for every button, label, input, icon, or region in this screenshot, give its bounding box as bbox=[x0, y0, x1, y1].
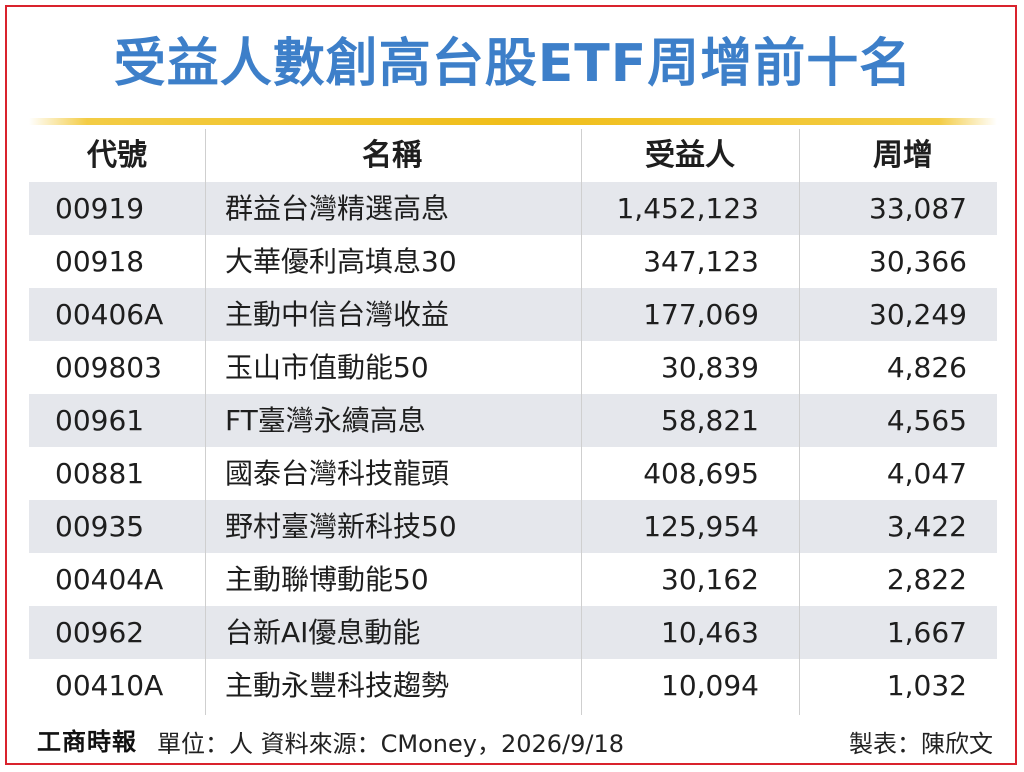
publisher-logo: 工商時報 bbox=[37, 727, 137, 756]
cell-name: FT臺灣永續高息 bbox=[225, 404, 426, 437]
table-body: 00919 群益台灣精選高息 1,452,123 33,087 00918 大華優利高填息… bbox=[29, 182, 997, 712]
cell-name: 主動聯博動能50 bbox=[225, 563, 429, 596]
cell-holders: 125,954 bbox=[643, 510, 759, 543]
cell-code: 00935 bbox=[55, 510, 145, 543]
cell-name: 主動中信台灣收益 bbox=[225, 298, 450, 331]
table-row: 00406A 主動中信台灣收益 177,069 30,249 bbox=[29, 288, 997, 341]
column-divider bbox=[581, 129, 582, 715]
cell-holders: 30,162 bbox=[661, 563, 759, 596]
cell-name: 主動永豐科技趨勢 bbox=[225, 669, 450, 702]
cell-code: 00961 bbox=[55, 404, 145, 437]
cell-holders: 10,463 bbox=[661, 616, 759, 649]
cell-weekly-increase: 1,667 bbox=[886, 616, 967, 649]
cell-name: 大華優利高填息30 bbox=[225, 245, 457, 278]
cell-code: 00881 bbox=[55, 457, 145, 490]
table-row: 00410A 主動永豐科技趨勢 10,094 1,032 bbox=[29, 659, 997, 712]
cell-name: 玉山市值動能50 bbox=[225, 351, 429, 384]
footer: 工商時報 單位：人 資料來源：CMoney，2026/9/18 製表：陳欣文 bbox=[7, 715, 1019, 761]
cell-code: 00919 bbox=[55, 192, 145, 225]
cell-holders: 408,695 bbox=[643, 457, 759, 490]
table-row: 00404A 主動聯博動能50 30,162 2,822 bbox=[29, 553, 997, 606]
cell-weekly-increase: 1,032 bbox=[886, 669, 967, 702]
column-divider bbox=[799, 129, 800, 715]
cell-code: 009803 bbox=[55, 351, 162, 384]
cell-weekly-increase: 4,047 bbox=[886, 457, 967, 490]
cell-holders: 177,069 bbox=[643, 298, 759, 331]
table-row: 00881 國泰台灣科技龍頭 408,695 4,047 bbox=[29, 447, 997, 500]
cell-weekly-increase: 30,366 bbox=[869, 245, 967, 278]
title-divider bbox=[29, 118, 997, 125]
cell-holders: 1,452,123 bbox=[616, 192, 759, 225]
cell-holders: 347,123 bbox=[643, 245, 759, 278]
cell-name: 國泰台灣科技龍頭 bbox=[225, 457, 450, 490]
header-holders: 受益人 bbox=[645, 138, 735, 173]
cell-weekly-increase: 30,249 bbox=[869, 298, 967, 331]
cell-code: 00962 bbox=[55, 616, 145, 649]
cell-code: 00918 bbox=[55, 245, 145, 278]
data-table: 代號 名稱 受益人 周增 00919 群益台灣精選高息 1,452,123 33,08… bbox=[29, 129, 997, 712]
cell-weekly-increase: 4,565 bbox=[886, 404, 967, 437]
header-code: 代號 bbox=[87, 138, 147, 173]
cell-weekly-increase: 3,422 bbox=[886, 510, 967, 543]
cell-holders: 58,821 bbox=[661, 404, 759, 437]
header-weekly-increase: 周增 bbox=[873, 138, 933, 173]
cell-holders: 30,839 bbox=[661, 351, 759, 384]
column-divider bbox=[205, 129, 206, 715]
table-row: 00919 群益台灣精選高息 1,452,123 33,087 bbox=[29, 182, 997, 235]
cell-name: 野村臺灣新科技50 bbox=[225, 510, 457, 543]
table-row: 00961 FT臺灣永續高息 58,821 4,565 bbox=[29, 394, 997, 447]
cell-weekly-increase: 4,826 bbox=[886, 351, 967, 384]
header-name: 名稱 bbox=[362, 138, 422, 173]
cell-code: 00404A bbox=[55, 563, 164, 596]
cell-name: 台新AI優息動能 bbox=[225, 616, 421, 649]
table-row: 00918 大華優利高填息30 347,123 30,366 bbox=[29, 235, 997, 288]
chart-title: 受益人數創高台股ETF周增前十名 bbox=[113, 34, 913, 94]
table-row: 00935 野村臺灣新科技50 125,954 3,422 bbox=[29, 500, 997, 553]
cell-code: 00406A bbox=[55, 298, 164, 331]
cell-holders: 10,094 bbox=[661, 669, 759, 702]
cell-weekly-increase: 2,822 bbox=[886, 563, 967, 596]
cell-name: 群益台灣精選高息 bbox=[225, 192, 450, 225]
credit-note: 製表：陳欣文 bbox=[849, 730, 993, 758]
table-row: 009803 玉山市值動能50 30,839 4,826 bbox=[29, 341, 997, 394]
source-note: 單位：人 資料來源：CMoney，2026/9/18 bbox=[157, 730, 625, 758]
infographic-frame: 受益人數創高台股ETF周增前十名 代號 名稱 受益人 周增 00919 群益台灣精… bbox=[5, 5, 1017, 765]
cell-code: 00410A bbox=[55, 669, 164, 702]
table-header-row: 代號 名稱 受益人 周增 bbox=[29, 129, 997, 182]
cell-weekly-increase: 33,087 bbox=[869, 192, 967, 225]
table-row: 00962 台新AI優息動能 10,463 1,667 bbox=[29, 606, 997, 659]
